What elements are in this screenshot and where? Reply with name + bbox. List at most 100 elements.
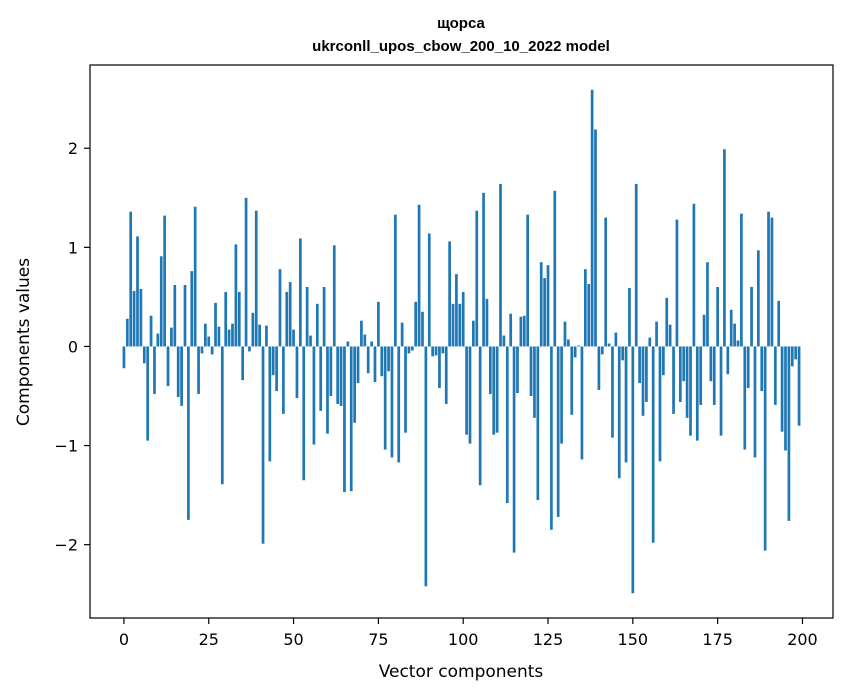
- bar: [231, 323, 234, 347]
- bar: [546, 265, 550, 347]
- bar: [397, 346, 401, 463]
- bar: [543, 278, 546, 347]
- bar: [678, 346, 682, 402]
- bar: [332, 245, 336, 347]
- bar: [149, 315, 153, 347]
- bar: [685, 346, 689, 418]
- bar: [166, 346, 170, 387]
- chart-title: щорса: [437, 15, 485, 32]
- bar: [692, 203, 696, 347]
- bar: [794, 346, 798, 360]
- bar: [519, 316, 523, 347]
- bar: [227, 329, 231, 347]
- bar: [617, 346, 621, 479]
- bar: [295, 346, 299, 398]
- bar: [607, 343, 611, 347]
- bar: [417, 204, 421, 347]
- bar: [285, 291, 289, 347]
- bar: [129, 211, 133, 347]
- bar: [404, 346, 407, 433]
- bar: [594, 129, 597, 347]
- bar: [736, 340, 740, 347]
- bar: [353, 346, 356, 423]
- bar: [278, 269, 282, 347]
- bar: [550, 346, 553, 530]
- bar: [173, 285, 177, 347]
- bar: [699, 346, 703, 405]
- bar: [431, 346, 435, 357]
- bar: [424, 346, 428, 587]
- y-tick-label: −2: [54, 536, 78, 555]
- bar: [234, 244, 238, 347]
- bar: [567, 339, 570, 347]
- bar: [356, 346, 360, 384]
- bar: [563, 321, 567, 347]
- bar: [533, 346, 536, 418]
- bar: [349, 346, 353, 492]
- bar: [373, 346, 377, 383]
- bar: [292, 329, 295, 347]
- bar: [723, 149, 726, 347]
- bar: [631, 346, 635, 594]
- bar: [261, 346, 265, 544]
- bar: [156, 333, 160, 347]
- bar: [611, 346, 614, 438]
- bar: [689, 346, 692, 436]
- bar: [695, 346, 699, 441]
- x-tick-label: 75: [368, 630, 388, 649]
- bar: [668, 324, 672, 347]
- bar: [421, 311, 424, 347]
- bar: [485, 298, 489, 347]
- bar: [757, 250, 760, 347]
- bar: [475, 210, 479, 347]
- bar: [248, 346, 251, 352]
- bar: [665, 297, 669, 347]
- bar: [142, 346, 146, 364]
- y-axis-ticks: −2 −1 0 1 2: [54, 139, 90, 555]
- x-tick-label: 175: [702, 630, 733, 649]
- bar: [712, 346, 716, 405]
- bar: [366, 346, 370, 374]
- bar: [224, 291, 228, 347]
- bar: [529, 346, 533, 397]
- bar: [241, 346, 245, 381]
- bar: [662, 346, 665, 376]
- bar: [499, 183, 502, 347]
- bar: [746, 346, 750, 389]
- bar: [505, 346, 509, 504]
- y-tick-label: 2: [68, 139, 78, 158]
- bar: [407, 346, 411, 354]
- bar: [587, 284, 591, 347]
- bar: [628, 287, 631, 347]
- bar: [322, 286, 326, 347]
- bar: [624, 346, 628, 463]
- bar: [271, 346, 275, 376]
- bar: [136, 236, 139, 347]
- bar: [383, 346, 387, 450]
- bar: [275, 346, 278, 392]
- bar: [600, 346, 604, 355]
- bar: [203, 323, 207, 347]
- bar: [441, 346, 445, 354]
- bar: [488, 346, 492, 395]
- bar: [258, 324, 261, 347]
- bar: [254, 210, 258, 347]
- bar: [410, 346, 414, 351]
- bar: [377, 301, 380, 347]
- y-axis-label: Components values: [14, 258, 34, 426]
- bar: [526, 214, 530, 347]
- bar: [706, 262, 709, 347]
- bar: [326, 346, 329, 434]
- bar: [770, 217, 774, 347]
- bar: [478, 346, 482, 486]
- bar: [787, 346, 791, 521]
- bar: [451, 303, 455, 347]
- bar: [556, 346, 560, 517]
- bar: [729, 309, 733, 347]
- bar: [159, 256, 163, 347]
- bar: [583, 269, 587, 347]
- y-tick-label: 1: [68, 238, 78, 257]
- bar: [360, 320, 363, 347]
